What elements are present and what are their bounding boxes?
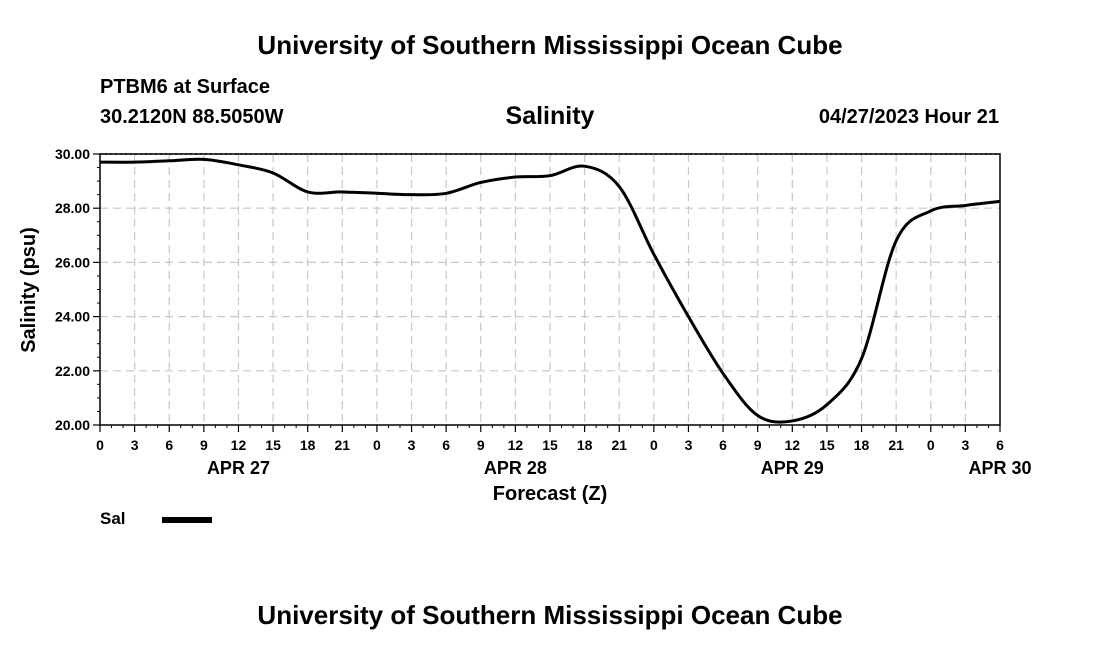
x-tick-label: 6 [719,437,727,453]
legend-label: Sal [100,509,126,528]
x-tick-label: 0 [373,437,381,453]
day-label: APR 28 [484,458,547,478]
data-point [479,181,482,184]
x-tick-label: 3 [685,437,693,453]
x-tick-label: 0 [96,437,104,453]
x-tick-label: 3 [131,437,139,453]
forecast-datetime: 04/27/2023 Hour 21 [818,106,999,128]
data-point [618,185,621,188]
data-point [860,357,863,360]
x-tick-label: 12 [785,437,801,453]
axis-ticks [93,153,1001,432]
x-tick-label: 9 [754,437,762,453]
x-tick-label: 0 [650,437,658,453]
x-axis-label: Forecast (Z) [493,483,607,505]
axis-tick-labels: 0 3 6 9 12 15 18 21 0 3 6 9 12 15 18 21 0 3 6 9 12 15 18 21 0 3 6 A… [55,146,1032,478]
x-tick-label: 15 [819,437,835,453]
data-point [202,158,205,161]
x-tick-label: 18 [300,437,316,453]
day-label: APR 30 [968,458,1031,478]
y-tick-label: 28.00 [55,200,90,216]
x-tick-label: 9 [200,437,208,453]
data-point [722,372,725,375]
data-point [133,161,136,164]
station-label: PTBM6 at Surface [100,76,271,98]
x-tick-label: 3 [408,437,416,453]
data-point [341,190,344,193]
y-axis-label: Salinity (psu) [18,227,40,353]
data-point [306,190,309,193]
y-tick-label: 30.00 [55,146,90,162]
x-tick-label: 6 [996,437,1004,453]
y-tick-label: 26.00 [55,254,90,270]
day-label: APR 29 [761,458,824,478]
data-point [999,200,1002,203]
data-point [549,174,552,177]
x-tick-label: 3 [961,437,969,453]
data-point [237,163,240,166]
x-tick-label: 21 [611,437,627,453]
data-point [825,403,828,406]
data-point [895,239,898,242]
grid [100,154,1000,425]
day-label: APR 27 [207,458,270,478]
data-point [168,159,171,162]
y-tick-label: 20.00 [55,417,90,433]
x-tick-label: 12 [508,437,524,453]
chart-title: Salinity [505,102,595,130]
data-point [99,161,102,164]
data-point [791,419,794,422]
x-tick-label: 15 [265,437,281,453]
x-tick-label: 6 [442,437,450,453]
data-point [272,171,275,174]
data-point [445,192,448,195]
data-point [514,176,517,179]
data-point [687,315,690,318]
x-tick-label: 6 [165,437,173,453]
footer-title: University of Southern Mississippi Ocean… [257,600,843,630]
station-coords: 30.2120N 88.5050W [100,106,284,128]
data-point [756,414,759,417]
x-tick-label: 15 [542,437,558,453]
data-point [964,204,967,207]
x-tick-label: 21 [888,437,904,453]
x-tick-label: 18 [577,437,593,453]
y-tick-label: 24.00 [55,309,90,325]
page-title: University of Southern Mississippi Ocean… [257,30,843,60]
salinity-series-line [99,157,1001,424]
data-point [929,209,932,212]
x-tick-label: 18 [854,437,870,453]
x-tick-label: 0 [927,437,935,453]
data-point [652,253,655,256]
y-tick-label: 22.00 [55,363,90,379]
data-point [410,193,413,196]
data-point [375,192,378,195]
data-point [583,165,586,168]
x-tick-label: 9 [477,437,485,453]
x-tick-label: 12 [231,437,247,453]
x-tick-label: 21 [335,437,351,453]
